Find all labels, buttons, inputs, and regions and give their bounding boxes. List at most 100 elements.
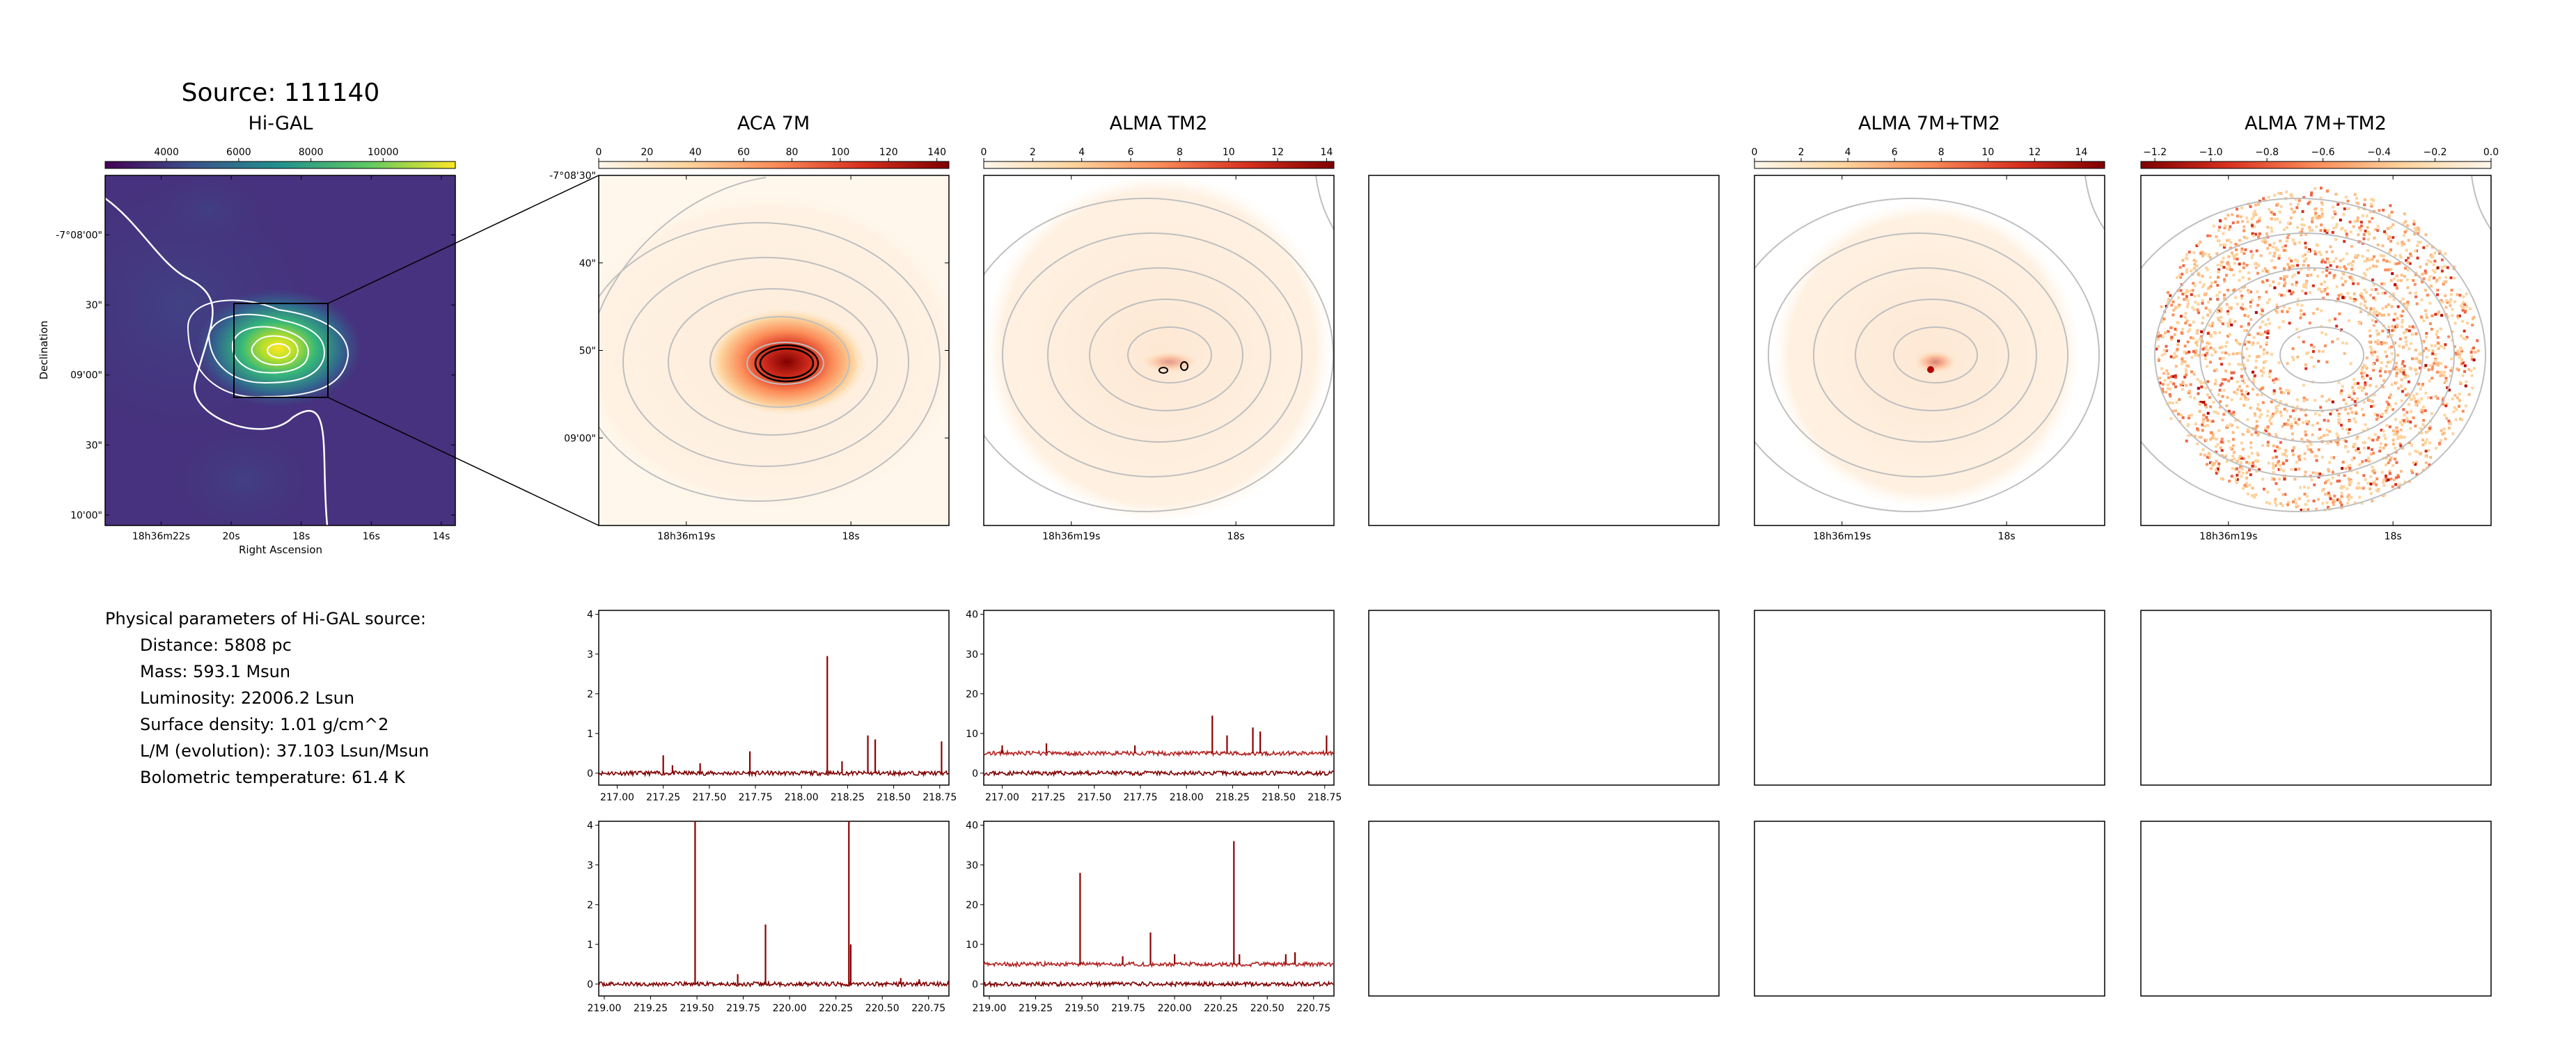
speckle-pixel xyxy=(2371,216,2374,220)
speckle-pixel xyxy=(2297,505,2300,508)
speckle-pixel xyxy=(2246,397,2249,401)
speckle-pixel xyxy=(2218,226,2222,229)
speckle-pixel xyxy=(2228,306,2231,310)
speckle-pixel xyxy=(2429,456,2433,459)
speckle-pixel xyxy=(2391,272,2394,276)
speckle-pixel xyxy=(2188,416,2191,420)
speckle-pixel xyxy=(2233,457,2236,461)
x-tick-label: 218.75 xyxy=(1307,792,1342,803)
speckle-pixel xyxy=(2421,411,2424,415)
speckle-pixel xyxy=(2429,284,2433,287)
speckle-pixel xyxy=(2282,493,2285,496)
speckle-pixel xyxy=(2353,298,2356,301)
speckle-pixel xyxy=(2375,329,2378,333)
speckle-pixel xyxy=(2233,254,2237,258)
speckle-pixel xyxy=(2328,461,2332,464)
speckle-pixel xyxy=(2381,329,2385,333)
speckle-pixel xyxy=(2369,310,2372,314)
speckle-pixel xyxy=(2182,264,2185,267)
speckle-pixel xyxy=(2209,388,2213,392)
speckle-pixel xyxy=(2323,434,2326,437)
speckle-pixel xyxy=(2422,405,2426,409)
speckle-pixel xyxy=(2269,416,2272,420)
speckle-pixel xyxy=(2268,284,2272,287)
speckle-pixel xyxy=(2256,452,2259,455)
speckle-pixel xyxy=(2240,441,2243,445)
speckle-pixel xyxy=(2201,285,2205,289)
speckle-pixel xyxy=(2456,349,2460,353)
speckle-pixel xyxy=(2215,368,2218,372)
speckle-pixel xyxy=(2283,452,2286,456)
speckle-pixel xyxy=(2373,236,2376,239)
speckle-pixel xyxy=(2194,349,2198,352)
speckle-pixel xyxy=(2379,374,2382,377)
speckle-pixel xyxy=(2325,480,2328,483)
speckle-pixel xyxy=(2346,199,2350,203)
speckle-pixel xyxy=(2311,349,2315,353)
speckle-pixel xyxy=(2344,267,2348,271)
speckle-pixel xyxy=(2314,214,2318,218)
speckle-pixel xyxy=(2359,224,2363,228)
speckle-pixel xyxy=(2408,325,2412,329)
speckle-pixel xyxy=(2284,403,2288,406)
speckle-pixel xyxy=(2236,214,2239,218)
speckle-pixel xyxy=(2398,262,2401,265)
speckle-pixel xyxy=(2176,347,2179,351)
speckle-pixel xyxy=(2220,351,2224,354)
speckle-pixel xyxy=(2368,340,2371,344)
speckle-pixel xyxy=(2387,235,2390,238)
speckle-pixel xyxy=(2362,271,2366,275)
speckle-pixel xyxy=(2433,271,2437,274)
speckle-pixel xyxy=(2403,419,2406,422)
combo-colorbar-ticks: 0 2 4 6 8 10 12 14 xyxy=(1752,147,2087,161)
speckle-pixel xyxy=(2340,484,2343,488)
speckle-pixel xyxy=(2424,454,2428,458)
speckle-pixel xyxy=(2236,426,2239,429)
speckle-pixel xyxy=(2444,437,2447,441)
speckle-pixel xyxy=(2399,420,2403,424)
speckle-pixel xyxy=(2164,390,2167,394)
speckle-pixel xyxy=(2391,324,2394,328)
speckle-pixel xyxy=(2401,325,2404,329)
speckle-pixel xyxy=(2254,366,2258,370)
speckle-pixel xyxy=(2190,356,2194,359)
speckle-pixel xyxy=(2241,220,2245,223)
speckle-pixel xyxy=(2291,283,2294,286)
speckle-pixel xyxy=(2445,417,2449,420)
speckle-pixel xyxy=(2228,363,2231,366)
speckle-pixel xyxy=(2405,411,2409,414)
speckle-pixel xyxy=(2283,475,2286,479)
speckle-pixel xyxy=(2426,259,2430,262)
speckle-pixel xyxy=(2348,464,2351,467)
speckle-pixel xyxy=(2382,282,2386,285)
speckle-pixel xyxy=(2168,401,2171,404)
speckle-pixel xyxy=(2348,220,2352,223)
speckle-pixel xyxy=(2193,284,2197,287)
speckle-pixel xyxy=(2241,433,2245,436)
speckle-pixel xyxy=(2419,265,2422,269)
speckle-pixel xyxy=(2216,467,2220,470)
speckle-pixel xyxy=(2174,409,2178,413)
speckle-pixel xyxy=(2218,346,2222,349)
speckle-pixel xyxy=(2212,224,2215,228)
speckle-pixel xyxy=(2282,306,2286,309)
speckle-pixel xyxy=(2169,417,2173,420)
speckle-pixel xyxy=(2202,418,2206,421)
speckle-pixel xyxy=(2265,414,2269,418)
speckle-pixel xyxy=(2246,220,2249,223)
higal-colorbar-ticks: 4000 6000 8000 10000 xyxy=(154,147,399,161)
speckle-pixel xyxy=(2383,230,2387,233)
speckle-pixel xyxy=(2290,259,2293,262)
speckle-pixel xyxy=(2368,329,2371,333)
speckle-pixel xyxy=(2265,336,2269,340)
speckle-pixel xyxy=(2395,432,2398,436)
speckle-pixel xyxy=(2349,362,2353,365)
speckle-pixel xyxy=(2251,388,2254,391)
speckle-pixel xyxy=(2293,446,2296,450)
speckle-pixel xyxy=(2226,214,2230,217)
speckle-pixel xyxy=(2414,332,2418,335)
speckle-pixel xyxy=(2440,370,2443,374)
speckle-pixel xyxy=(2215,459,2218,463)
speckle-pixel xyxy=(2291,438,2295,441)
speckle-pixel xyxy=(2358,487,2362,490)
